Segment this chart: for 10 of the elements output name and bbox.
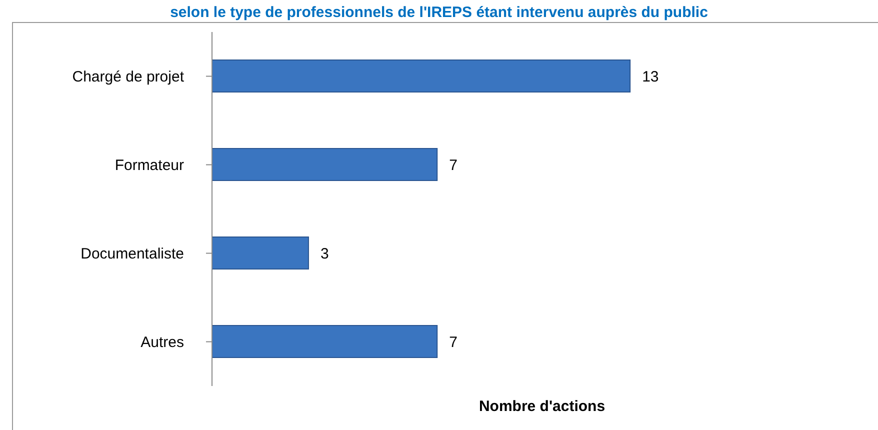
y-tick-label: Formateur [114, 157, 184, 174]
data-label: 7 [449, 156, 458, 174]
x-axis-title: Nombre d'actions [478, 398, 606, 415]
data-label: 13 [642, 68, 659, 86]
y-tick-label: Autres [140, 334, 184, 352]
y-tick-label: Chargé de projet [72, 68, 185, 86]
data-label: 3 [320, 245, 329, 262]
data-label: 7 [449, 334, 458, 351]
chart-title: selon le type de professionnels de l'IREPS étant intervenu auprès du public [169, 4, 709, 21]
y-tick-label: Documentaliste [80, 246, 184, 263]
